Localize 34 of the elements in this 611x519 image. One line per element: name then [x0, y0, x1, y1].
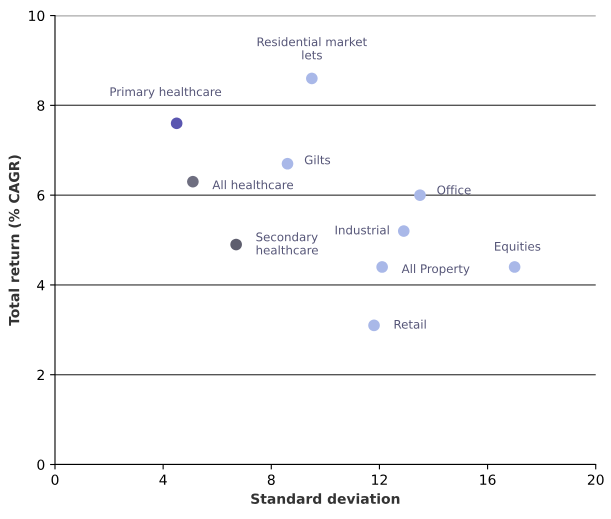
y-axis-title: Total return (% CAGR)	[8, 155, 21, 326]
y-tick-label: 2	[37, 370, 44, 380]
annotation: Office	[437, 185, 471, 194]
point	[414, 189, 426, 201]
y-tick-label: 4	[37, 280, 44, 290]
point	[230, 238, 242, 250]
point	[398, 225, 410, 237]
x-tick-label: 4	[159, 474, 167, 485]
point	[376, 261, 388, 273]
x-axis-title: Standard deviation	[251, 493, 400, 504]
x-tick-label: 8	[268, 474, 275, 485]
annotation: All healthcare	[212, 180, 294, 190]
annotation: Industrial	[336, 225, 389, 234]
x-tick-label: 16	[480, 474, 496, 485]
y-tick-label: 8	[37, 100, 44, 111]
point	[170, 118, 182, 130]
point	[306, 72, 318, 84]
annotation: Equities	[495, 242, 540, 254]
annotation: All Property	[402, 264, 470, 276]
point	[368, 320, 380, 332]
point	[508, 261, 520, 273]
x-tick-label: 12	[372, 474, 387, 485]
annotation: Secondary healthcare	[256, 232, 318, 255]
y-tick-label: 10	[29, 10, 44, 22]
annotation: Retail	[394, 320, 426, 329]
annotation: Gilts	[304, 155, 330, 164]
x-tick-label: 0	[51, 474, 58, 485]
y-tick-label: 6	[37, 190, 44, 201]
point	[282, 158, 294, 170]
annotation: Primary healthcare	[110, 87, 222, 98]
point	[187, 176, 199, 188]
y-tick-label: 0	[37, 459, 44, 470]
annotation: Residential market lets	[258, 37, 367, 60]
x-tick-label: 20	[588, 474, 604, 485]
